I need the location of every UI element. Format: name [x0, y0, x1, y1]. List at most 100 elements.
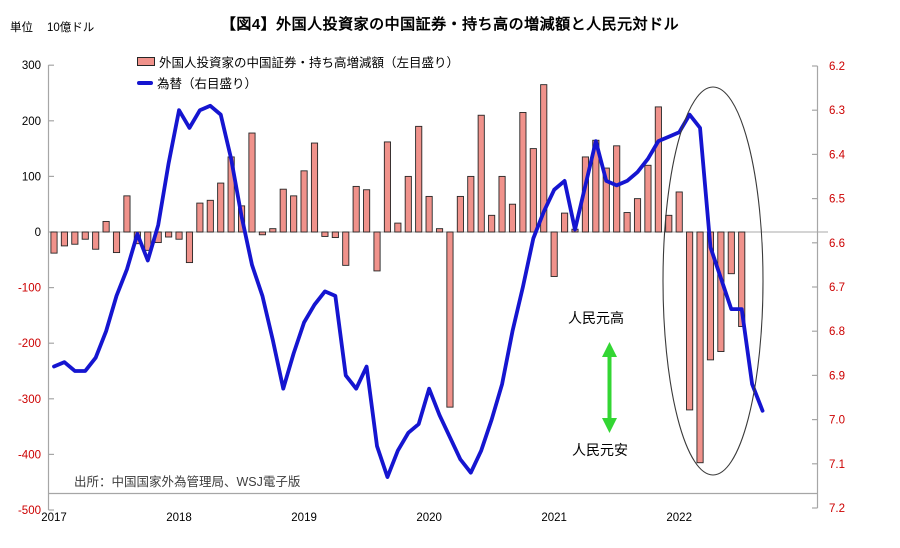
holdings-change-bar — [602, 167, 610, 233]
legend-line-label: 為替（右目盛り） — [157, 77, 258, 91]
annotation-yuan-strong: 人民元高 — [568, 310, 624, 326]
left-axis-tick-label: -400 — [18, 449, 41, 461]
holdings-change-bar — [415, 125, 423, 233]
right-axis-tick-label: 6.7 — [829, 282, 845, 294]
left-axis-tick-label: 200 — [22, 116, 41, 128]
source-note: 出所：中国国家外為管理局、WSJ電子版 — [74, 475, 301, 489]
holdings-change-bar — [550, 231, 558, 277]
holdings-change-bar — [279, 188, 287, 233]
holdings-change-bar — [404, 175, 412, 233]
right-axis-tick-label: 6.2 — [829, 61, 845, 73]
holdings-change-bar — [206, 199, 214, 233]
holdings-change-bar — [456, 195, 464, 233]
holdings-change-bar — [123, 195, 131, 233]
legend-bars-label: 外国人投資家の中国証券・持ち高増減額（左目盛り） — [159, 56, 460, 70]
left-axis-tick-label: 300 — [22, 60, 41, 72]
right-axis-tick-label: 7.0 — [829, 415, 845, 427]
chart-title: 【図4】外国人投資家の中国証券・持ち高の増減額と人民元対ドル — [220, 16, 680, 33]
bar-swatch-icon — [137, 57, 155, 66]
x-axis-year-label: 2021 — [541, 512, 567, 524]
holdings-change-bar — [102, 220, 110, 233]
holdings-change-bar — [258, 231, 266, 236]
x-axis-year-label: 2017 — [41, 512, 67, 524]
legend: 外国人投資家の中国証券・持ち高増減額（左目盛り） 為替（右目盛り） — [137, 51, 459, 93]
holdings-change-bar — [81, 231, 89, 240]
left-axis-tick-label: 0 — [35, 227, 41, 239]
holdings-change-bar — [310, 142, 319, 233]
holdings-change-bar — [217, 182, 225, 233]
holdings-change-bar — [519, 112, 527, 233]
holdings-change-bar — [446, 231, 454, 408]
line-swatch-icon — [137, 80, 153, 85]
left-axis-tick-label: 100 — [22, 171, 41, 183]
holdings-change-bar — [300, 170, 308, 233]
holdings-change-bar — [529, 148, 537, 233]
right-axis-tick-label: 7.1 — [829, 459, 845, 471]
holdings-change-bar — [675, 191, 683, 233]
holdings-change-bar — [50, 231, 58, 254]
holdings-change-bar — [738, 231, 746, 327]
holdings-change-bar — [331, 231, 339, 239]
holdings-change-bar — [342, 231, 350, 266]
holdings-change-bar — [71, 231, 79, 245]
holdings-change-bar — [373, 231, 381, 272]
x-axis-year-label: 2020 — [416, 512, 442, 524]
holdings-change-bar — [144, 231, 152, 251]
holdings-change-bar — [290, 195, 298, 233]
holdings-change-bar — [383, 141, 391, 233]
holdings-change-bar — [717, 231, 725, 352]
fx-rate-line — [52, 103, 765, 479]
holdings-change-bar — [561, 212, 569, 233]
right-axis-tick-label: 6.6 — [829, 238, 845, 250]
holdings-change-bar — [613, 145, 621, 233]
holdings-change-bar — [696, 231, 704, 464]
left-axis-tick-label: -100 — [18, 283, 41, 295]
holdings-change-bar — [498, 175, 506, 233]
unit-prefix: 単位 — [10, 22, 33, 34]
right-axis-tick-label: 6.3 — [829, 105, 845, 117]
holdings-change-bar — [196, 202, 204, 233]
left-axis-tick-label: -500 — [18, 505, 41, 517]
down-arrowhead-icon — [602, 418, 617, 433]
annotation-yuan-weak: 人民元安 — [572, 442, 628, 458]
holdings-change-bar — [269, 228, 277, 233]
holdings-change-bar — [654, 106, 662, 233]
holdings-change-bar — [394, 222, 402, 233]
holdings-change-bar — [727, 231, 735, 275]
holdings-change-bar — [623, 212, 631, 233]
highlight-ellipse — [662, 86, 764, 476]
holdings-change-bar — [540, 84, 548, 233]
holdings-change-bar — [352, 185, 360, 233]
right-axis-tick-label: 6.4 — [829, 149, 846, 161]
holdings-change-bar — [665, 214, 673, 233]
holdings-change-bar — [60, 231, 68, 247]
left-axis-tick-label: -300 — [18, 394, 41, 406]
right-axis-tick-label: 6.9 — [829, 370, 845, 382]
legend-item-line: 為替（右目盛り） — [137, 72, 459, 93]
holdings-change-bar — [686, 231, 694, 411]
holdings-change-bar — [508, 203, 517, 233]
holdings-change-bar — [425, 195, 433, 233]
holdings-change-bar — [467, 175, 475, 233]
right-axis-tick-label: 6.8 — [829, 326, 845, 338]
x-axis-year-label: 2022 — [666, 512, 692, 524]
right-axis-tick-label: 6.5 — [829, 194, 845, 206]
holdings-change-bar — [175, 231, 183, 240]
holdings-change-bar — [92, 231, 100, 250]
holdings-change-bar — [435, 228, 444, 233]
unit-value: 10億ドル — [47, 22, 95, 34]
x-axis-year-label: 2018 — [166, 512, 192, 524]
up-arrowhead-icon — [602, 342, 617, 357]
holdings-change-bar — [321, 231, 329, 237]
legend-item-bars: 外国人投資家の中国証券・持ち高増減額（左目盛り） — [137, 51, 459, 72]
holdings-change-bar — [633, 198, 642, 233]
holdings-change-bar — [363, 189, 371, 233]
right-axis-tick-label: 7.2 — [829, 503, 845, 515]
x-axis-year-label: 2019 — [291, 512, 317, 524]
holdings-change-bar — [477, 114, 485, 233]
holdings-change-bar — [112, 231, 121, 254]
unit-label: 単位 10億ドル — [10, 19, 94, 35]
holdings-change-bar — [488, 214, 496, 233]
